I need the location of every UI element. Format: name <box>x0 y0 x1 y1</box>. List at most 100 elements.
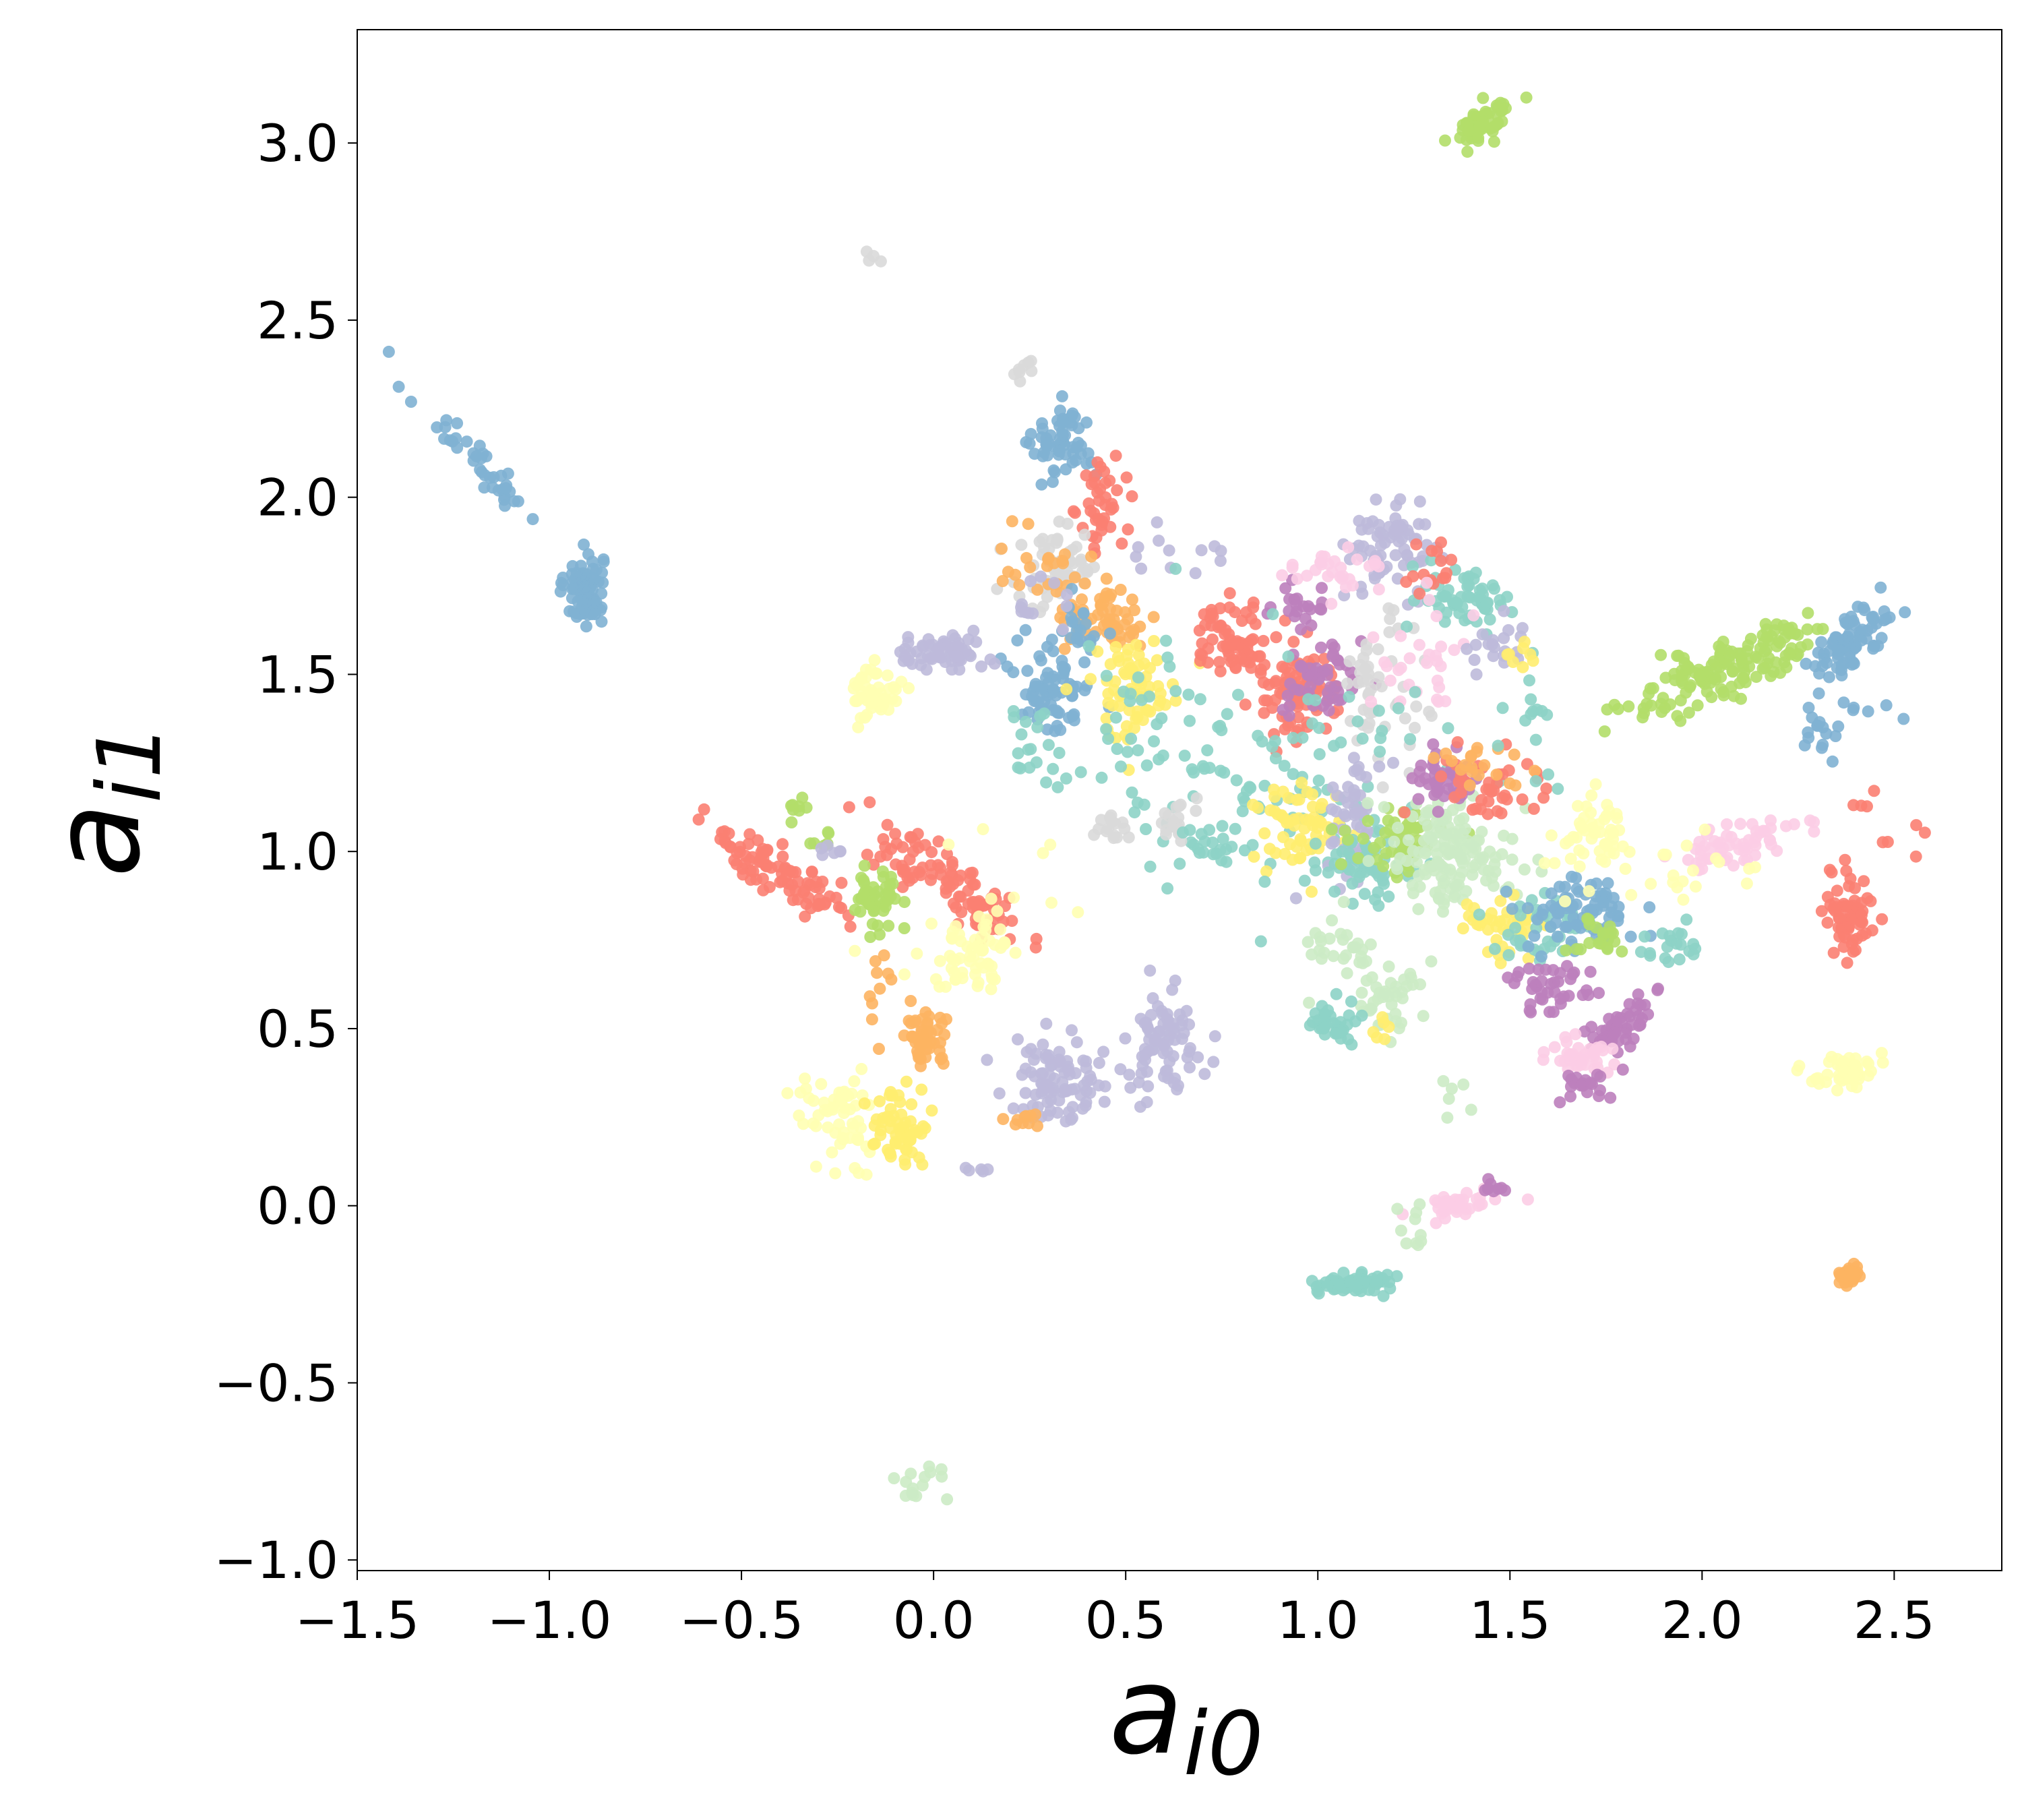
scatter-point-cluster-41 <box>1531 913 1544 926</box>
scatter-point-cluster-49 <box>1674 694 1687 707</box>
scatter-point-cluster-57 <box>1821 1068 1834 1081</box>
scatter-point-cluster-79 <box>971 940 984 952</box>
scatter-point-cluster-31 <box>1342 781 1355 793</box>
scatter-point-cluster-79 <box>994 923 1007 936</box>
scatter-point-cluster-38 <box>1489 866 1502 878</box>
scatter-point-cluster-56 <box>1847 799 1860 812</box>
scatter-point-cluster-41 <box>1545 887 1558 900</box>
scatter-point-cluster-63 <box>1407 978 1419 991</box>
scatter-point-cluster-32 <box>1358 888 1371 901</box>
scatter-point-cluster-31 <box>1351 818 1364 831</box>
scatter-point-cluster-41 <box>1500 885 1512 898</box>
scatter-point-cluster-36 <box>1475 794 1488 806</box>
scatter-point-cluster-30 <box>1247 799 1259 811</box>
scatter-point-cluster-26 <box>1420 576 1433 589</box>
scatter-point-cluster-2 <box>1461 146 1474 158</box>
scatter-point-cluster-73 <box>756 872 769 885</box>
scatter-point-cluster-8 <box>1009 568 1022 581</box>
scatter-point-cluster-41 <box>1643 901 1656 913</box>
scatter-point-cluster-43 <box>1672 927 1684 940</box>
scatter-point-cluster-11 <box>1077 607 1090 620</box>
scatter-point-cluster-66 <box>1437 1074 1450 1087</box>
scatter-point-cluster-32 <box>1298 874 1311 887</box>
scatter-point-cluster-42 <box>1616 945 1628 958</box>
scatter-point-cluster-59 <box>1606 1042 1619 1055</box>
scatter-point-cluster-44 <box>1580 800 1593 813</box>
scatter-point-cluster-86 <box>1167 1050 1180 1062</box>
scatter-point-cluster-12 <box>1148 635 1160 647</box>
scatter-point-cluster-74 <box>950 901 962 914</box>
scatter-point-cluster-86 <box>1168 1033 1181 1046</box>
scatter-point-cluster-90 <box>1193 847 1206 859</box>
scatter-point-cluster-45 <box>1529 775 1542 787</box>
scatter-point-cluster-26 <box>1413 638 1426 651</box>
scatter-point-cluster-49 <box>1750 671 1763 684</box>
scatter-point-cluster-28 <box>1374 746 1386 758</box>
scatter-point-cluster-17 <box>1223 601 1236 614</box>
scatter-point-cluster-36 <box>1435 770 1448 783</box>
scatter-point-cluster-5 <box>1070 454 1082 466</box>
scatter-point-cluster-6 <box>1122 523 1134 536</box>
scatter-point-cluster-28 <box>1328 739 1341 752</box>
scatter-point-cluster-84 <box>1042 1049 1055 1062</box>
scatter-point-cluster-30 <box>1301 785 1314 798</box>
scatter-point-cluster-79 <box>948 966 960 979</box>
scatter-point-cluster-44 <box>1589 778 1602 791</box>
scatter-point-cluster-0 <box>392 380 405 393</box>
scatter-point-cluster-86 <box>1132 1076 1145 1089</box>
scatter-point-cluster-41 <box>1506 903 1519 915</box>
scatter-point-cluster-28 <box>1287 731 1299 744</box>
scatter-point-cluster-17 <box>1213 656 1226 669</box>
scatter-point-cluster-48 <box>1645 878 1657 890</box>
scatter-point-cluster-73 <box>772 860 785 873</box>
scatter-point-cluster-31 <box>1387 756 1399 769</box>
scatter-point-cluster-74 <box>952 890 965 903</box>
scatter-point-cluster-73 <box>742 838 755 850</box>
scatter-point-cluster-21 <box>1409 721 1421 734</box>
scatter-point-cluster-34 <box>1413 870 1426 882</box>
scatter-point-cluster-79 <box>925 917 938 930</box>
scatter-point-cluster-7 <box>1078 528 1091 541</box>
scatter-point-cluster-80 <box>919 1051 932 1064</box>
scatter-point-cluster-59 <box>1554 1054 1566 1067</box>
scatter-point-cluster-74 <box>925 846 938 859</box>
scatter-point-cluster-28 <box>1404 733 1417 746</box>
scatter-point-cluster-80 <box>905 1017 917 1029</box>
scatter-point-cluster-8 <box>1085 550 1098 563</box>
scatter-point-cluster-45 <box>1496 702 1509 715</box>
scatter-point-cluster-17 <box>1257 634 1270 647</box>
scatter-point-cluster-44 <box>1574 820 1587 832</box>
scatter-point-cluster-44 <box>1607 847 1620 860</box>
scatter-point-cluster-43 <box>1687 948 1700 961</box>
scatter-point-cluster-73 <box>792 875 805 888</box>
scatter-point-cluster-42 <box>1601 941 1614 954</box>
scatter-point-cluster-24 <box>1407 560 1419 573</box>
scatter-point-cluster-28 <box>1266 608 1279 621</box>
scatter-point-cluster-17 <box>1219 628 1231 640</box>
scatter-point-cluster-19 <box>1332 694 1345 706</box>
scatter-point-cluster-80 <box>933 1011 946 1024</box>
scatter-point-cluster-43 <box>1673 953 1686 966</box>
y-tick-label: −1.0 <box>214 1530 338 1590</box>
scatter-point-cluster-1 <box>578 538 590 551</box>
scatter-point-cluster-1 <box>573 572 586 584</box>
scatter-point-cluster-18 <box>1258 694 1270 707</box>
scatter-point-cluster-36 <box>1502 764 1515 777</box>
scatter-point-cluster-51 <box>1815 636 1828 648</box>
scatter-point-cluster-82 <box>836 1132 849 1145</box>
scatter-point-cluster-30 <box>1258 827 1271 840</box>
scatter-point-cluster-82 <box>848 1075 861 1088</box>
scatter-point-cluster-29 <box>1169 562 1182 575</box>
scatter-point-cluster-58 <box>1651 983 1664 996</box>
scatter-point-cluster-74 <box>925 874 937 886</box>
scatter-point-cluster-91 <box>977 823 989 836</box>
scatter-point-cluster-20 <box>1302 600 1315 613</box>
scatter-point-cluster-53 <box>1837 696 1850 709</box>
scatter-point-cluster-52 <box>1806 711 1818 724</box>
scatter-point-cluster-39 <box>1461 898 1473 911</box>
scatter-point-cluster-74 <box>881 818 894 831</box>
scatter-point-cluster-16 <box>1151 516 1163 528</box>
scatter-point-cluster-52 <box>1829 730 1842 742</box>
scatter-point-cluster-11 <box>1103 627 1116 640</box>
scatter-point-cluster-25 <box>1434 555 1447 567</box>
